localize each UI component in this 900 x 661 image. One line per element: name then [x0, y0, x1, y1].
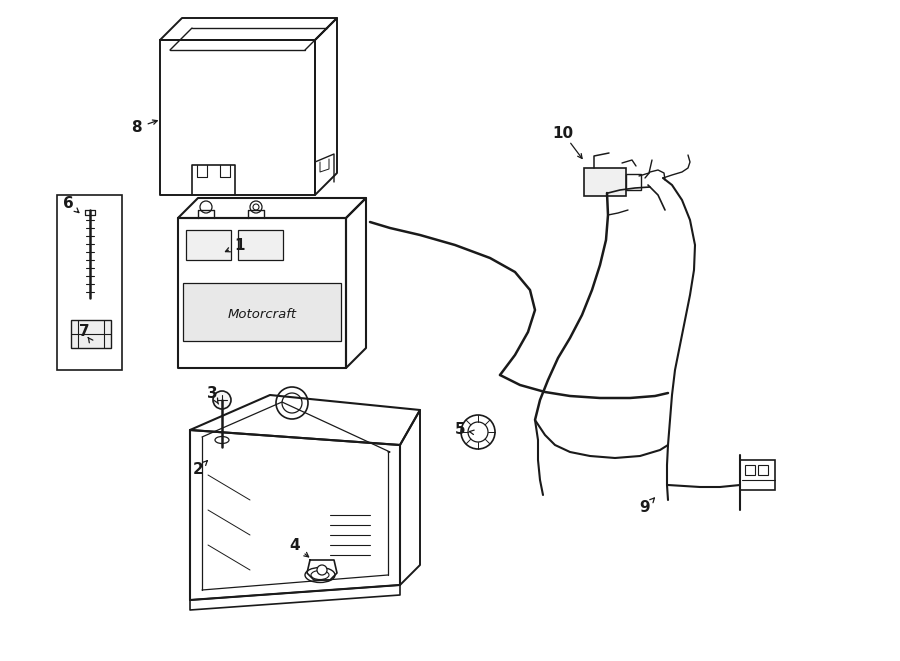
- Circle shape: [317, 565, 327, 575]
- Bar: [584, 168, 626, 196]
- Bar: [740, 460, 775, 490]
- Bar: [758, 465, 768, 475]
- Text: 8: 8: [130, 120, 141, 136]
- Text: 7: 7: [78, 325, 89, 340]
- Text: 6: 6: [63, 196, 74, 210]
- Bar: [238, 230, 283, 260]
- Text: 4: 4: [290, 539, 301, 553]
- Bar: [71, 320, 111, 348]
- Text: 2: 2: [193, 463, 203, 477]
- Bar: [626, 174, 641, 190]
- Text: 5: 5: [454, 422, 465, 438]
- Circle shape: [282, 393, 302, 413]
- Bar: [745, 465, 755, 475]
- Circle shape: [213, 391, 231, 409]
- Text: 9: 9: [640, 500, 651, 516]
- Circle shape: [276, 387, 308, 419]
- Ellipse shape: [311, 570, 329, 580]
- Text: 1: 1: [235, 237, 245, 253]
- Circle shape: [461, 415, 495, 449]
- Bar: [57, 195, 122, 370]
- Circle shape: [468, 422, 488, 442]
- Ellipse shape: [305, 568, 335, 582]
- Ellipse shape: [215, 436, 229, 444]
- Bar: [183, 283, 341, 341]
- Circle shape: [253, 204, 259, 210]
- Text: 3: 3: [207, 385, 217, 401]
- Text: 10: 10: [553, 126, 573, 141]
- Circle shape: [250, 201, 262, 213]
- Text: Motorcraft: Motorcraft: [228, 309, 297, 321]
- Bar: [186, 230, 231, 260]
- Circle shape: [200, 201, 212, 213]
